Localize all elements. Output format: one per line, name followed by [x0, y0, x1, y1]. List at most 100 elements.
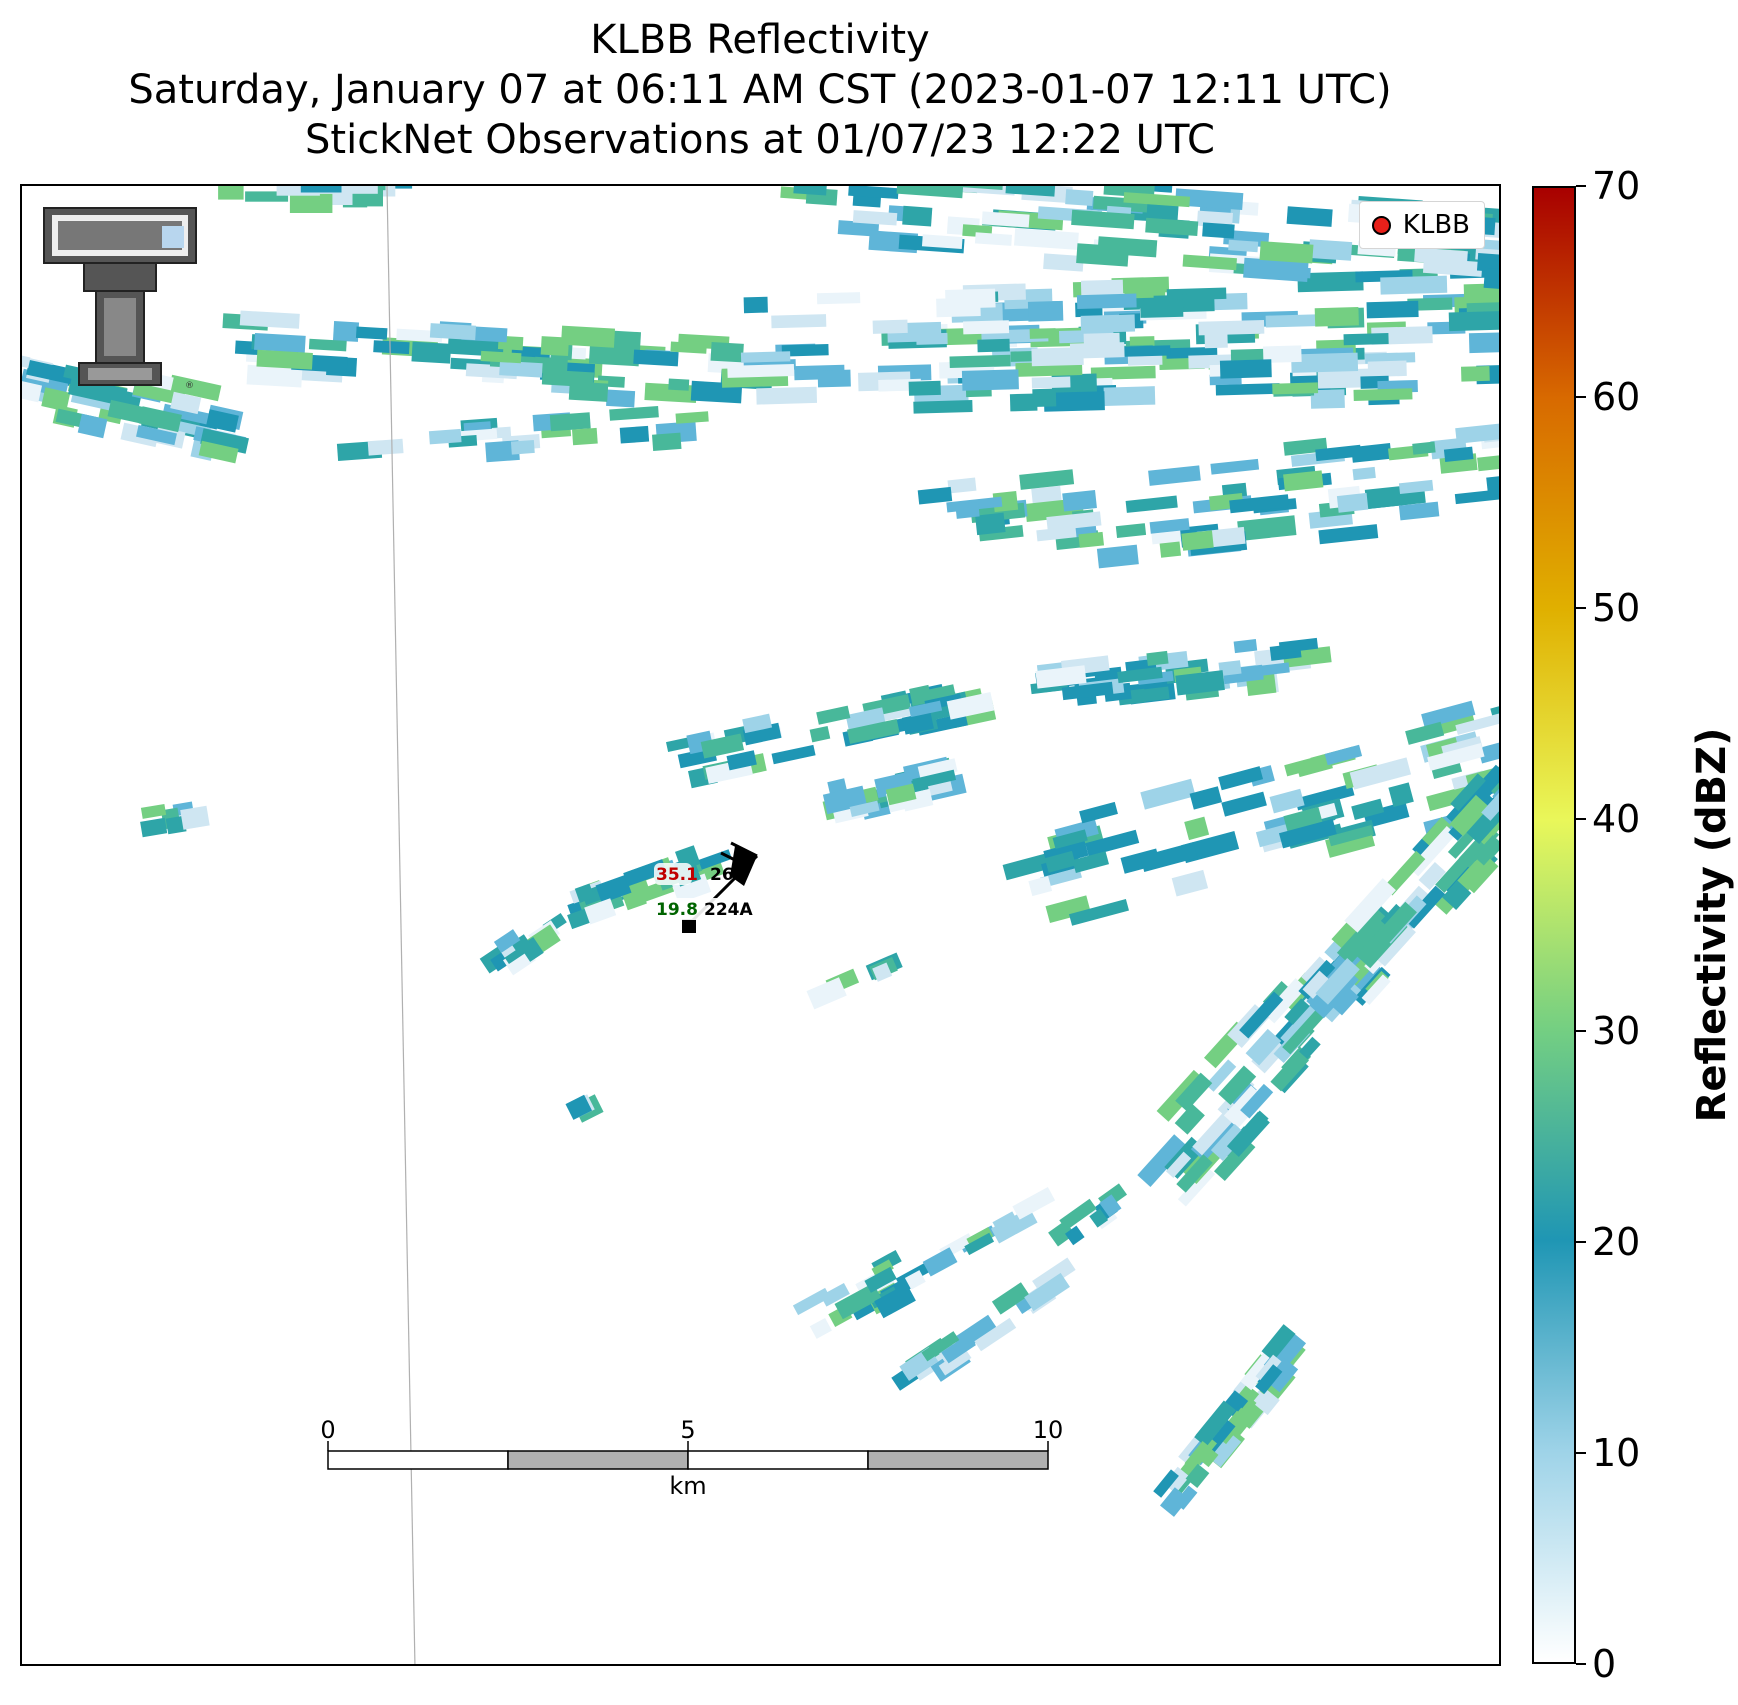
reflectivity-cell [1229, 494, 1290, 514]
colorbar-tick-label: 50 [1592, 586, 1641, 631]
reflectivity-cell [1052, 829, 1088, 850]
reflectivity-cell [974, 232, 1013, 246]
reflectivity-cell [1314, 306, 1359, 327]
reflectivity-cell [1174, 1485, 1198, 1510]
reflectivity-cell [1259, 241, 1314, 264]
reflectivity-cell [912, 769, 957, 790]
reflectivity-cell [565, 1094, 593, 1120]
reflectivity-cell [1194, 1443, 1219, 1468]
reflectivity-cell [809, 1317, 832, 1339]
reflectivity-cells [22, 186, 1499, 1517]
reflectivity-cell [355, 326, 388, 340]
colorbar-tick-mark [1576, 396, 1586, 399]
reflectivity-cell [1065, 189, 1094, 206]
reflectivity-cell [817, 369, 851, 388]
reflectivity-cell [1461, 366, 1490, 382]
reflectivity-cell [1286, 206, 1333, 227]
reflectivity-cell [1233, 638, 1258, 654]
reflectivity-cell [1407, 297, 1453, 311]
reflectivity-cell [852, 210, 898, 226]
reflectivity-cell [922, 1247, 958, 1277]
reflectivity-cell [1171, 869, 1209, 897]
reflectivity-cell [170, 391, 202, 415]
reflectivity-cell [205, 409, 239, 433]
reflectivity-cell [1127, 353, 1163, 366]
reflectivity-cell [1002, 852, 1052, 881]
reflectivity-cell [574, 883, 595, 903]
reflectivity-cell [499, 934, 533, 965]
reflectivity-cell [1237, 515, 1297, 542]
reflectivity-cell [584, 898, 617, 925]
reflectivity-cell [977, 338, 1010, 353]
reflectivity-cell [1140, 299, 1184, 318]
reflectivity-cell [1069, 342, 1125, 359]
reflectivity-cell [1255, 1364, 1283, 1395]
reflectivity-cell [1343, 332, 1389, 346]
reflectivity-cell [1422, 258, 1483, 277]
station-plot[interactable]: 35.1 263 19.8 224A [654, 841, 759, 933]
reflectivity-cell [941, 1334, 976, 1364]
reflectivity-cell [1486, 474, 1499, 496]
reflectivity-cell [917, 486, 953, 505]
colorbar-tick-mark [1576, 818, 1586, 821]
reflectivity-cell [1210, 1123, 1247, 1161]
reflectivity-cell [1115, 523, 1147, 539]
reflectivity-cell [896, 186, 964, 199]
reflectivity-cell [1301, 956, 1330, 986]
reflectivity-cell [874, 1283, 916, 1319]
reflectivity-cell [1344, 878, 1396, 933]
reflectivity-cell [1283, 470, 1324, 492]
reflectivity-cell [1478, 742, 1499, 764]
reflectivity-cell [1455, 422, 1499, 444]
reflectivity-cell [1175, 670, 1225, 696]
reflectivity-cell [1481, 782, 1499, 821]
reflectivity-cell [540, 336, 570, 357]
reflectivity-cell [1044, 850, 1076, 873]
reflectivity-cell [1353, 388, 1413, 401]
reflectivity-cell [200, 428, 249, 454]
radar-map[interactable]: ® 35.1 263 19.8 224A 0 5 [20, 184, 1501, 1666]
reflectivity-cell [633, 349, 679, 367]
reflectivity-cell [1284, 998, 1310, 1025]
reflectivity-cell [1031, 347, 1084, 367]
reflectivity-cell [1317, 368, 1373, 389]
reflectivity-cell [781, 343, 829, 357]
radar-map-canvas: ® 35.1 263 19.8 224A 0 5 [22, 186, 1499, 1664]
reflectivity-cell [1310, 389, 1345, 409]
reflectivity-cell [727, 364, 795, 378]
reflectivity-cell [672, 873, 712, 904]
reflectivity-cell [606, 389, 636, 408]
reflectivity-cell [872, 319, 908, 334]
reflectivity-cell [239, 310, 300, 329]
map-subtitle-time: Saturday, January 07 at 06:11 AM CST (20… [128, 67, 1392, 113]
reflectivity-cell [1462, 856, 1488, 884]
reflectivity-cell [771, 744, 816, 765]
reflectivity-cell [1265, 314, 1316, 328]
reflectivity-cell [572, 427, 598, 446]
reflectivity-cell [700, 733, 745, 759]
reflectivity-cell [1450, 773, 1486, 812]
reflectivity-cell [1014, 228, 1079, 250]
reflectivity-cell [1089, 1208, 1109, 1228]
reflectivity-cell [1210, 458, 1260, 475]
reflectivity-cell [917, 758, 958, 780]
reflectivity-cell [1404, 885, 1446, 929]
reflectivity-cell [1182, 254, 1237, 271]
county-boundary-line [386, 186, 416, 1664]
reflectivity-cell [1076, 293, 1137, 309]
reflectivity-cell [1145, 217, 1199, 237]
reflectivity-cell [947, 477, 977, 494]
reflectivity-cell [726, 750, 757, 771]
reflectivity-cell [1137, 1134, 1188, 1187]
reflectivity-cell [1029, 328, 1056, 339]
colorbar-tick-mark [1576, 1451, 1586, 1454]
map-legend: KLBB [1358, 201, 1485, 249]
reflectivity-cell [1218, 766, 1264, 791]
reflectivity-cell [1215, 383, 1280, 396]
reflectivity-cell [1012, 1187, 1056, 1220]
scale-bar: 0 5 10 km [320, 1416, 1063, 1500]
reflectivity-cell [916, 332, 948, 345]
reflectivity-cell [908, 700, 943, 718]
reflectivity-cell [1324, 744, 1363, 766]
reflectivity-cell [510, 439, 535, 455]
